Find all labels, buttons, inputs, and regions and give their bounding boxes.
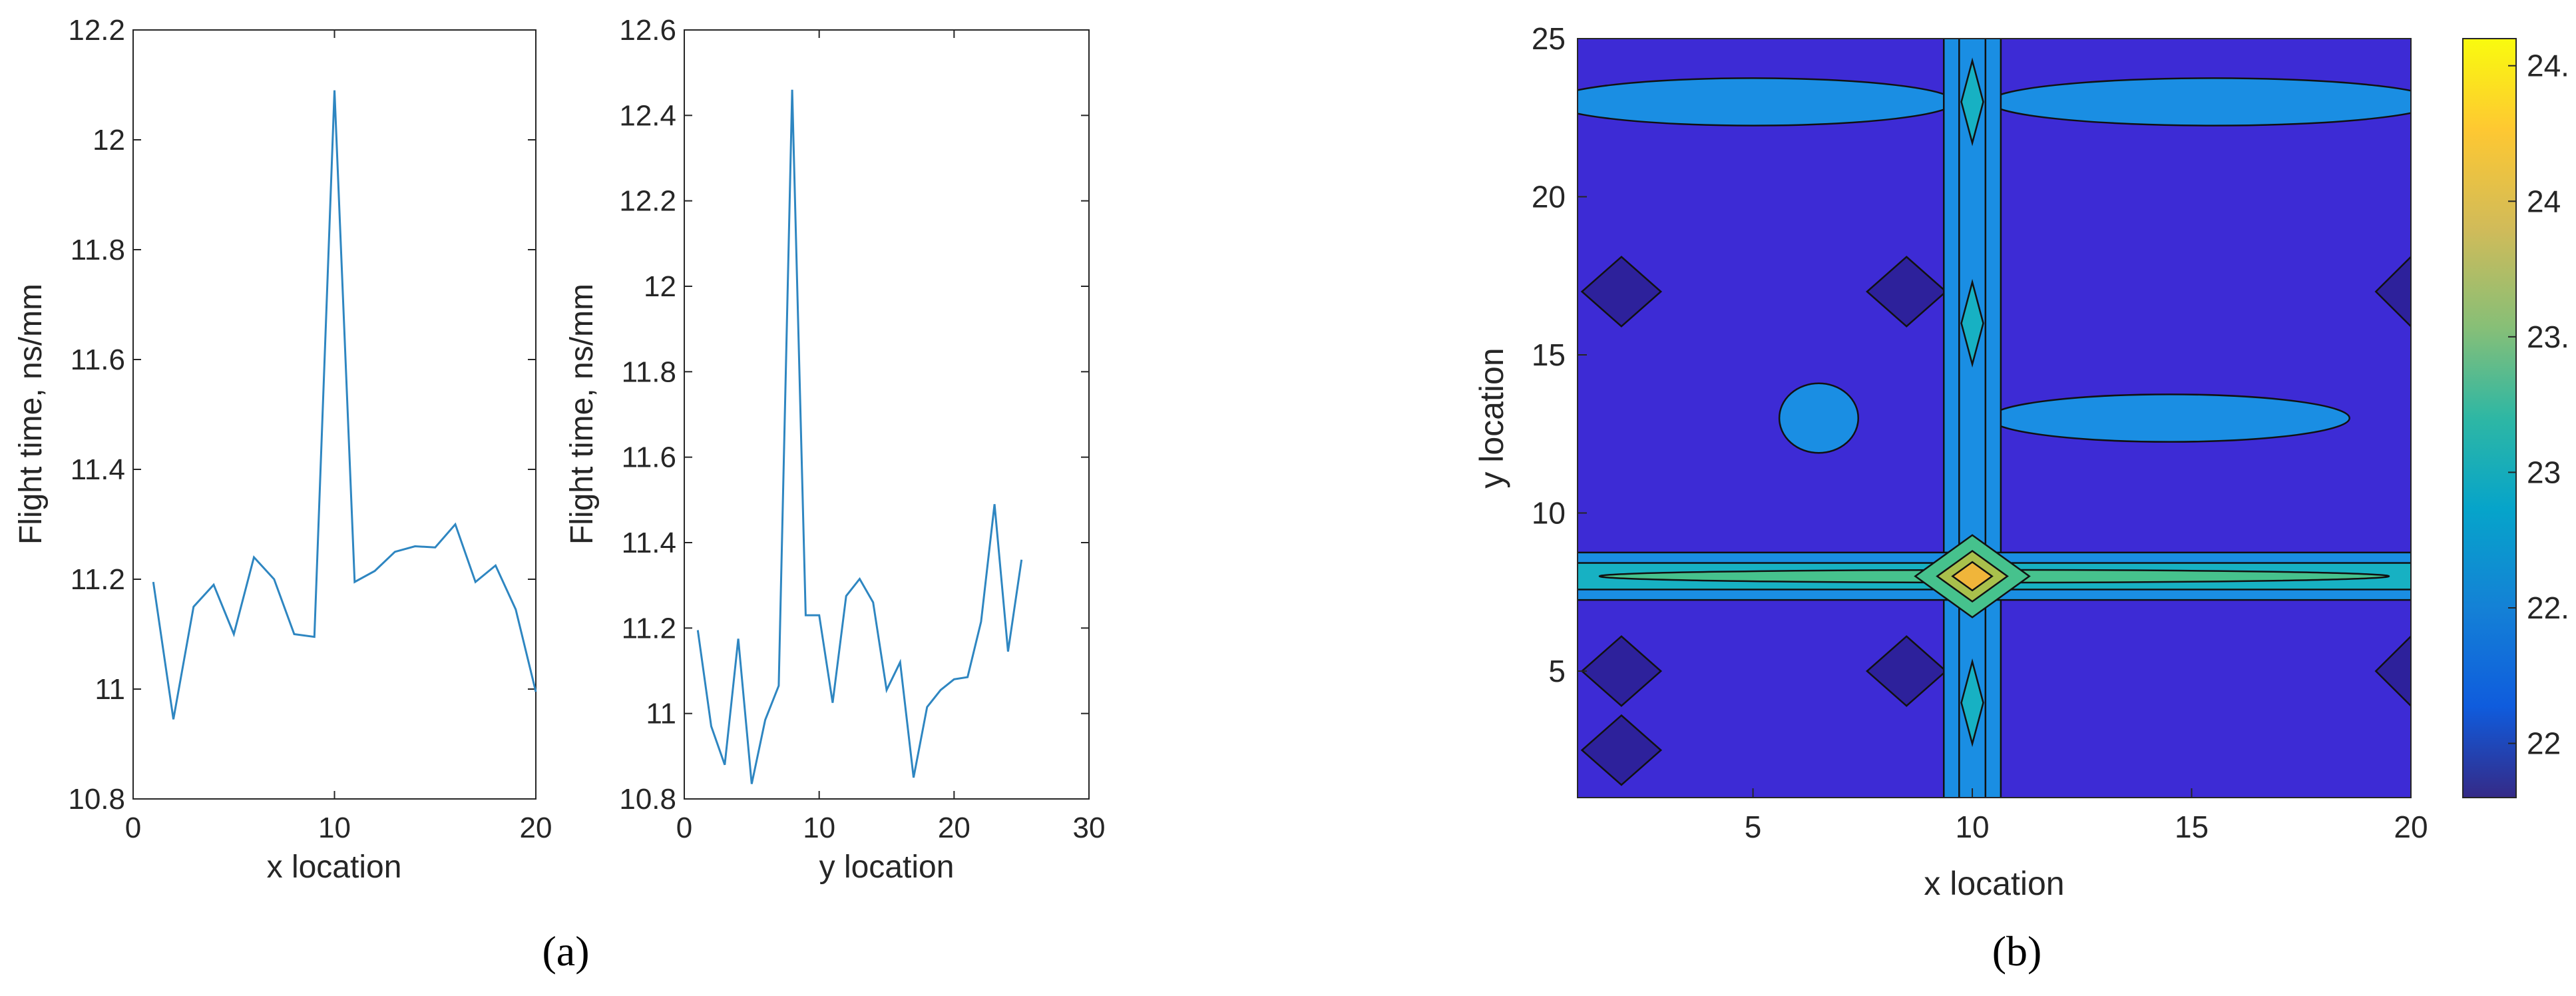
y-tick-label: 10 [1532,496,1566,531]
contour-low [2374,634,2411,708]
panel-b-contour-plot: 5 10 15 20 25 5 10 15 20 x location y location [1473,21,2569,902]
colorbar-tick-label: 22 [2527,726,2561,761]
plot-frame [132,29,537,800]
caption-b: (b) [1992,927,2042,975]
contour-fill [1578,39,2411,798]
contour-low [1580,256,1663,328]
contour-peak [1960,658,1984,748]
y-tick-label: 20 [1532,180,1566,214]
x-axis-label: x location [267,850,402,885]
y-tick-label: 12.6 [619,14,676,47]
colorbar-tick-label: 22. [2527,591,2569,625]
x-tick-label: 0 [125,812,141,844]
y-tick-labels: 10.8 11 11.2 11.4 11.6 11.8 12 12.2 [68,14,536,816]
y-tick-label: 11 [646,698,676,730]
plot-frame [684,29,1090,800]
x-tick-labels: 5 10 15 20 [1745,788,2428,844]
y-tick-label: 12.2 [619,185,676,218]
x-tick-label: 10 [318,812,351,844]
colorbar-gradient [2462,38,2517,798]
y-tick-label: 12 [93,124,125,156]
x-tick-labels: 0 10 20 [125,30,552,844]
y-tick-label: 11.4 [71,453,125,486]
contour-band [1578,77,1956,126]
x-tick-labels: 0 10 20 30 [676,30,1106,844]
colorbar-tick-labels: 22 22. 23 23. 24 24. [2508,49,2569,761]
contour-blob [1778,382,1859,454]
y-tick-label: 11 [95,673,125,706]
y-tick-label: 11.8 [71,234,125,266]
y-tick-label: 10.8 [619,783,676,816]
y-axis-label: y location [1473,348,1510,488]
y-axis-label: Flight time, ns/mm [564,284,600,545]
y-tick-labels: 10.8 11 11.2 11.4 11.6 11.8 12 12.2 12.4 12.6 [619,14,1089,816]
contour-low [1866,635,1948,707]
colorbar-tick-label: 23. [2527,320,2569,354]
y-tick-label: 11.6 [622,441,676,474]
x-tick-label: 0 [676,812,692,844]
series-line [696,89,1023,784]
y-tick-label: 12 [644,270,676,303]
contour-low [1580,714,1663,786]
contour-peak [1960,278,1984,368]
x-tick-label: 5 [1745,810,1762,844]
colorbar: 22 22. 23 23. 24 24. [2462,38,2569,798]
colorbar-tick-label: 24 [2527,184,2561,218]
panel-a-x-location-plot: 10.8 11 11.2 11.4 11.6 11.8 12 12.2 0 10 20 x loc… [13,14,552,885]
y-tick-label: 10.8 [68,783,125,816]
y-tick-label: 11.2 [622,612,676,644]
contour-low [1580,635,1663,707]
x-tick-label: 20 [2394,810,2428,844]
y-tick-label: 12.2 [68,14,125,47]
x-tick-label: 30 [1073,812,1106,844]
y-tick-label: 5 [1548,654,1566,688]
x-axis-label: y location [819,850,955,885]
y-tick-label: 11.2 [71,563,125,596]
colorbar-tick-label: 23 [2527,455,2561,489]
x-tick-label: 10 [803,812,835,844]
x-tick-label: 15 [2175,810,2209,844]
contour-band [1989,393,2350,443]
x-tick-label: 20 [938,812,970,844]
y-tick-label: 11.4 [622,527,676,559]
y-axis-label: Flight time, ns/mm [13,284,49,545]
x-tick-label: 10 [1955,810,1989,844]
y-tick-labels: 5 10 15 20 25 [1532,21,1587,688]
contour-peak [1960,57,1984,146]
contour-band [1989,77,2411,126]
series-line [152,90,537,720]
y-tick-label: 15 [1532,338,1566,372]
caption-a: (a) [542,927,589,975]
y-tick-label: 12.4 [619,99,676,132]
colorbar-tick-label: 24. [2527,49,2569,83]
y-tick-label: 11.6 [71,344,125,376]
y-tick-label: 11.8 [622,356,676,388]
x-tick-label: 20 [520,812,552,844]
contour-low [1866,256,1948,328]
y-tick-label: 25 [1532,21,1566,56]
contour-low [2374,255,2411,328]
contour-peak [1951,561,1994,592]
plot-frame [1577,38,2412,798]
x-axis-label: x location [1924,865,2064,902]
